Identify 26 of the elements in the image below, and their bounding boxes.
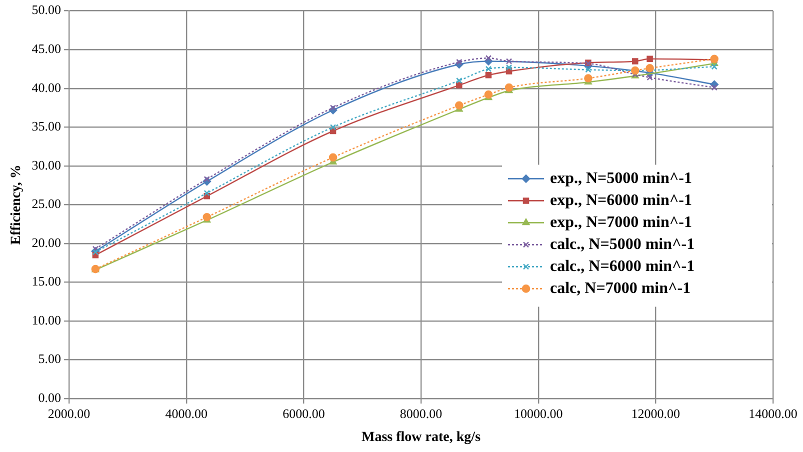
y-tick-label: 15.00 [32,274,62,289]
x-tick-label: 8000.00 [400,406,442,421]
legend-label: calc., N=5000 min^-1 [550,236,695,253]
y-axis-title: Efficiency, % [9,164,24,245]
legend-label: exp., N=6000 min^-1 [550,192,692,209]
y-tick-label: 5.00 [38,351,62,366]
y-tick-label: 40.00 [32,80,62,95]
y-tick-label: 50.00 [32,2,62,18]
legend-label: calc., N=6000 min^-1 [550,258,695,275]
y-tick-label: 20.00 [32,234,62,250]
legend-label: calc, N=7000 min^-1 [550,280,691,297]
y-tick-label: 45.00 [32,41,62,56]
x-tick-label: 14000.00 [748,406,798,421]
legend-label: exp., N=7000 min^-1 [550,214,692,231]
x-tick-label: 12000.00 [631,406,680,421]
y-tick-label: 25.00 [32,196,62,212]
legend-label: exp., N=5000 min^-1 [550,170,692,187]
y-tick-label: 10.00 [32,312,62,328]
x-tick-label: 4000.00 [165,406,208,421]
x-tick-label: 6000.00 [282,406,325,421]
x-tick-label: 2000.00 [48,406,90,421]
x-tick-label: 10000.00 [514,406,563,421]
y-tick-label: 35.00 [32,118,62,134]
y-tick-label: 30.00 [32,157,62,172]
x-axis-title: Mass flow rate, kg/s [362,430,482,446]
y-tick-label: 0.00 [38,390,62,406]
